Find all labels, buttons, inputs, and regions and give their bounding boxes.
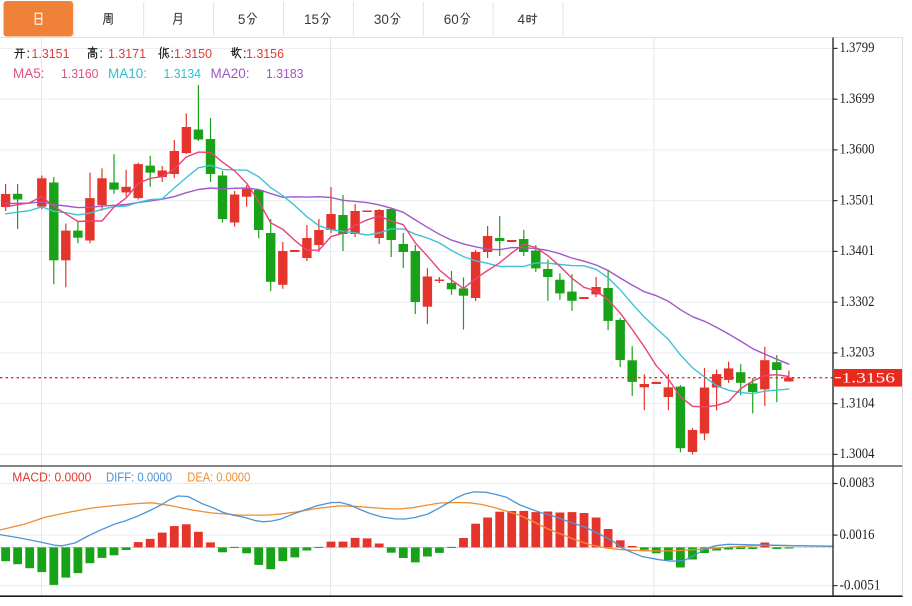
svg-text:MA5:: MA5: <box>13 66 45 81</box>
svg-text:MA10:: MA10: <box>108 66 147 81</box>
svg-text::: : <box>99 46 103 61</box>
svg-text:5: 5 <box>238 12 246 27</box>
svg-text:30: 30 <box>374 12 389 27</box>
svg-text:15: 15 <box>304 12 319 27</box>
svg-text:0.0016: 0.0016 <box>840 527 875 543</box>
svg-text:DEA: 0.0000: DEA: 0.0000 <box>187 471 250 485</box>
svg-text:MA20:: MA20: <box>211 66 250 81</box>
svg-text:1.3699: 1.3699 <box>840 91 875 107</box>
svg-text:1.3134: 1.3134 <box>164 66 202 81</box>
svg-text:1.3156: 1.3156 <box>246 46 284 61</box>
svg-text:0.0083: 0.0083 <box>840 475 875 491</box>
svg-text:1.3151: 1.3151 <box>32 46 70 61</box>
svg-text:MACD: 0.0000: MACD: 0.0000 <box>12 471 91 485</box>
svg-text:1.3171: 1.3171 <box>108 46 146 61</box>
svg-text:1.3600: 1.3600 <box>840 142 875 158</box>
svg-text:1.3401: 1.3401 <box>840 243 875 259</box>
svg-text:60: 60 <box>444 12 459 27</box>
svg-text::: : <box>26 46 30 61</box>
svg-text::: : <box>243 46 247 61</box>
svg-text::: : <box>170 46 174 61</box>
svg-text:4: 4 <box>517 12 525 27</box>
svg-text:1.3799: 1.3799 <box>840 40 875 56</box>
svg-text:-0.0051: -0.0051 <box>840 577 881 593</box>
svg-text:1.3302: 1.3302 <box>840 294 875 310</box>
svg-text:1.3501: 1.3501 <box>840 192 875 208</box>
svg-text:1.3004: 1.3004 <box>840 446 876 462</box>
svg-text:DIFF: 0.0000: DIFF: 0.0000 <box>106 471 172 485</box>
svg-text:1.3156: 1.3156 <box>842 371 896 387</box>
svg-text:1.3150: 1.3150 <box>174 46 212 61</box>
svg-text:1.3160: 1.3160 <box>61 66 99 81</box>
svg-text:1.3104: 1.3104 <box>840 395 876 411</box>
svg-text:1.3203: 1.3203 <box>840 345 875 361</box>
svg-text:1.3183: 1.3183 <box>266 66 304 81</box>
